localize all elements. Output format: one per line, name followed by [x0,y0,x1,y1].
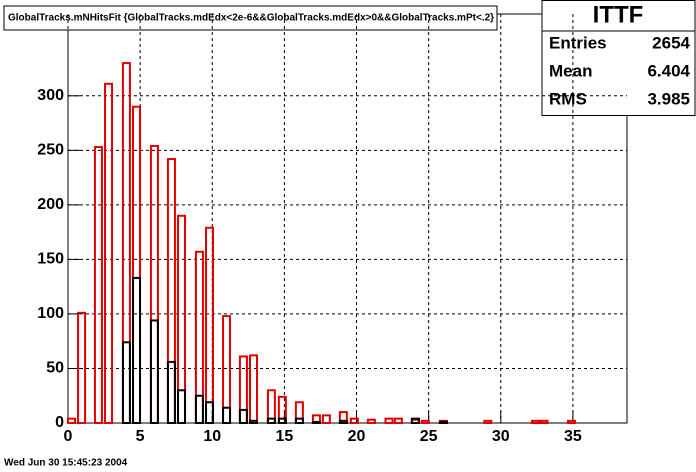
bar [249,419,259,424]
bar [266,417,276,424]
bar [177,389,187,424]
bar [121,341,131,425]
bar [132,276,142,425]
y-tick-label: 150 [37,251,64,268]
x-tick-label: 10 [203,428,221,445]
bar [349,417,359,424]
bar [194,394,204,425]
y-tick-label: 100 [37,305,64,322]
stats-name: RMS [549,89,587,108]
bar [238,408,248,424]
bar [104,82,114,424]
x-tick-label: 35 [564,428,582,445]
bar [93,146,103,424]
bar [566,419,576,424]
bar [166,360,176,424]
y-tick-label: 0 [55,414,64,431]
plot-frame [67,13,628,424]
x-tick-label: 30 [492,428,510,445]
stats-value: 6.404 [647,61,690,80]
stats-name: Entries [549,33,607,52]
bar [438,420,448,424]
chart-title: GlobalTracks.mNHitsFit {GlobalTracks.mdE… [8,13,494,24]
y-tick-label: 200 [37,196,64,213]
bar [149,319,159,424]
x-tick-label: 5 [136,428,145,445]
y-tick-label: 300 [37,87,64,104]
bar [222,406,232,424]
x-tick-label: 15 [275,428,293,445]
stats-name: Mean [549,61,592,80]
y-tick-label: 50 [46,360,64,377]
bar [66,417,76,424]
bar [277,417,287,424]
bar [294,417,304,424]
footer-date: Wed Jun 30 15:45:23 2004 [4,458,128,469]
stats-value: 3.985 [647,89,690,108]
x-tick-label: 25 [420,428,438,445]
bar [410,417,420,424]
stats-title: ITTF [593,1,644,28]
bar [321,414,331,424]
bar [539,419,549,424]
x-tick-label: 20 [348,428,366,445]
bar [393,417,403,424]
bar [311,420,321,424]
bar [483,419,493,424]
y-tick-label: 250 [37,142,64,159]
bar [205,401,215,425]
stats-value: 2654 [652,33,690,52]
x-tick-label: 0 [64,428,73,445]
bar [338,419,348,424]
bar [366,418,376,424]
bar [77,311,87,424]
title-box [3,5,498,31]
bar [384,417,394,424]
bar [530,419,540,424]
bar [420,419,430,424]
stats-box [541,0,696,116]
